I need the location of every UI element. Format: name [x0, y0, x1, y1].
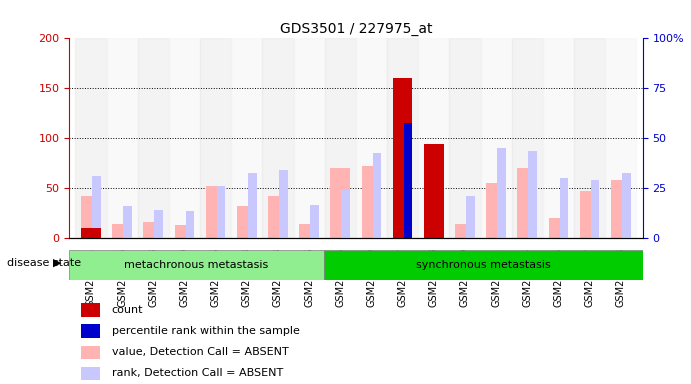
Bar: [138, 38, 169, 238]
Bar: [356, 38, 387, 238]
Bar: [512, 38, 543, 238]
Text: ▶: ▶: [53, 258, 61, 268]
Text: metachronous metastasis: metachronous metastasis: [124, 260, 269, 270]
Bar: [605, 38, 636, 238]
Bar: [200, 38, 231, 238]
Bar: [622, 173, 631, 238]
Bar: [466, 196, 475, 238]
Bar: [574, 38, 605, 238]
Bar: [480, 38, 512, 238]
Bar: [231, 38, 263, 238]
Bar: [106, 38, 138, 238]
Bar: [82, 346, 100, 359]
Bar: [580, 191, 600, 238]
FancyBboxPatch shape: [324, 250, 643, 280]
Bar: [248, 173, 256, 238]
Bar: [591, 180, 600, 238]
Bar: [549, 218, 568, 238]
Bar: [279, 170, 287, 238]
Bar: [404, 123, 413, 238]
Bar: [455, 224, 475, 238]
Bar: [529, 151, 537, 238]
Text: synchronous metastasis: synchronous metastasis: [416, 260, 551, 270]
Text: value, Detection Call = ABSENT: value, Detection Call = ABSENT: [112, 347, 288, 358]
Bar: [81, 196, 101, 238]
Bar: [392, 78, 413, 238]
Bar: [424, 160, 444, 238]
Bar: [560, 178, 568, 238]
Bar: [82, 303, 100, 317]
Bar: [154, 210, 163, 238]
Bar: [237, 206, 256, 238]
Title: GDS3501 / 227975_at: GDS3501 / 227975_at: [280, 22, 432, 36]
Bar: [449, 38, 480, 238]
Bar: [424, 160, 444, 238]
Bar: [404, 123, 413, 238]
Bar: [299, 224, 319, 238]
Bar: [82, 367, 100, 380]
Bar: [263, 38, 294, 238]
Bar: [341, 190, 350, 238]
Bar: [123, 206, 132, 238]
Bar: [92, 176, 101, 238]
Bar: [424, 144, 444, 238]
Bar: [611, 180, 631, 238]
Text: rank, Detection Call = ABSENT: rank, Detection Call = ABSENT: [112, 368, 283, 379]
Bar: [498, 148, 506, 238]
Bar: [206, 186, 225, 238]
Bar: [330, 168, 350, 238]
Bar: [82, 324, 100, 338]
Bar: [325, 38, 356, 238]
Bar: [435, 196, 444, 238]
Bar: [418, 38, 449, 238]
Bar: [185, 211, 194, 238]
Bar: [217, 186, 225, 238]
Bar: [169, 38, 200, 238]
Bar: [361, 166, 381, 238]
Text: disease state: disease state: [7, 258, 81, 268]
Bar: [486, 183, 506, 238]
Text: count: count: [112, 305, 143, 315]
Bar: [392, 78, 413, 238]
Bar: [310, 205, 319, 238]
Bar: [543, 38, 574, 238]
Bar: [175, 225, 194, 238]
FancyBboxPatch shape: [69, 250, 324, 280]
Bar: [81, 228, 101, 238]
Bar: [518, 168, 537, 238]
Bar: [112, 224, 132, 238]
Bar: [268, 196, 287, 238]
Bar: [75, 38, 106, 238]
Bar: [387, 38, 418, 238]
Bar: [144, 222, 163, 238]
Bar: [294, 38, 325, 238]
Bar: [372, 153, 381, 238]
Text: percentile rank within the sample: percentile rank within the sample: [112, 326, 299, 336]
